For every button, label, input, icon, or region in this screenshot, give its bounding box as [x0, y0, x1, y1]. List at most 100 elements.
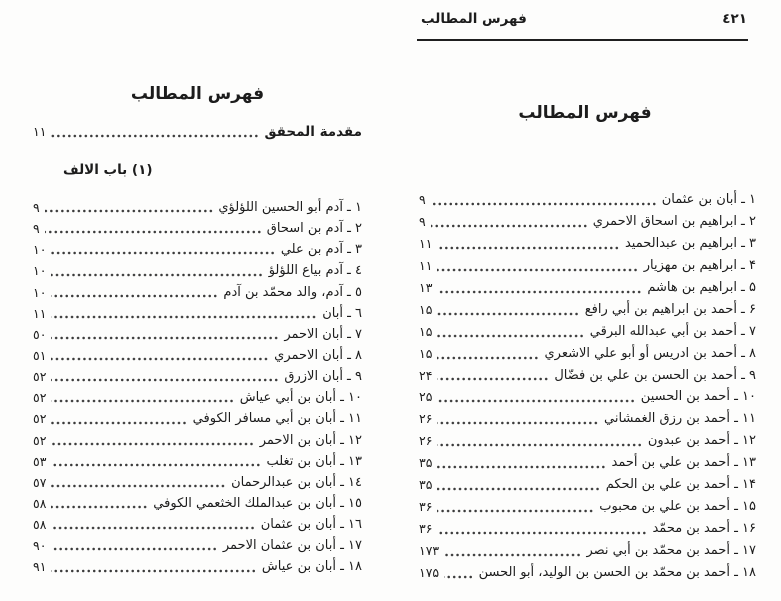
dot-leader [444, 540, 582, 562]
toc-entry: ١٤ ـ أبان بن عبدالرحمان ٥٧ [33, 471, 362, 493]
toc-entry: ١٨ ـ أبان بن عياش ٩١ [33, 556, 362, 578]
running-head-title: فهرس المطالب [421, 11, 527, 27]
dot-leader [437, 364, 550, 387]
dot-leader [51, 260, 264, 282]
header-rule [417, 39, 748, 41]
dot-leader [51, 239, 276, 261]
entry-label: ١١ ـ أحمد بن رزق الغمشاني [604, 411, 756, 427]
entry-label: ١٥ ـ أبان بن عبدالملك الخثعمي الكوفي [153, 495, 362, 511]
entry-label: ٨ ـ أحمد بن ادريس أو أبو علي الاشعري [544, 345, 757, 361]
entry-page-number: ٥٢ [33, 411, 47, 427]
dot-leader [437, 408, 600, 431]
toc-entry: ١١ ـ أحمد بن رزق الغمشاني ٢۶ [419, 408, 756, 431]
entry-page-number: ٥٧ [33, 474, 47, 490]
running-head: ٤٢١ فهرس المطالب [421, 11, 747, 27]
toc-entry: ٧ ـ أبان الاحمر ٥٠ [33, 323, 362, 345]
dot-leader [51, 408, 188, 430]
toc-entry: ۶ ـ أحمد بن ابراهيم بن أبي رافع ١۵ [419, 298, 756, 321]
toc-entry: ١۴ ـ أحمد بن علي بن الحكم ٣۵ [419, 474, 756, 497]
dot-leader [51, 121, 260, 143]
toc-entry: ٩ ـ أحمد بن الحسن بن علي بن فضّال ٢۴ [419, 364, 756, 387]
dot-leader [51, 535, 218, 557]
entry-page-number: ١۵ [419, 301, 433, 317]
entry-page-number: ١٠ [33, 263, 47, 279]
toc-entry: ١٧ ـ أبان بن عثمان الاحمر ٩٠ [33, 535, 362, 557]
dot-leader [51, 450, 262, 472]
entry-page-number: ٥٢ [33, 432, 47, 448]
entry-label: ٨ ـ أبان الاحمري [274, 347, 362, 363]
entry-page-number: ٣۶ [419, 499, 433, 515]
entry-page-number: ٢۶ [419, 411, 433, 427]
toc-entry: ١٨ ـ أحمد بن محمّد بن الحسن بن الوليد، أ… [419, 561, 756, 584]
dot-leader [51, 281, 219, 303]
entry-label: ١ ـ أبان بن عثمان [661, 192, 756, 207]
entry-label: ١۶ ـ أحمد بن محمّد [652, 521, 756, 537]
entry-page-number: ٢۶ [419, 433, 433, 449]
toc-entry: ٢ ـ ابراهيم بن اسحاق الاحمري ٩ [419, 210, 756, 233]
entry-label: ١٣ ـ أبان بن تغلب [266, 453, 362, 469]
entry-page-number: ١۵ [419, 323, 433, 339]
toc-entry: ١۵ ـ أحمد بن علي بن محبوب ٣۶ [419, 496, 756, 519]
entry-page-number: ٥٨ [33, 495, 47, 511]
entry-page-number: ١٣ [419, 279, 433, 295]
toc-entry: ١ ـ أبان بن عثمان ٩ [419, 189, 756, 211]
entry-label: ٩ ـ أحمد بن الحسن بن علي بن فضّال [554, 367, 756, 383]
left-toc-list: ١ ـ آدم أبو الحسين اللؤلؤي ٩ ٢ ـ آدم بن … [33, 197, 362, 578]
intro-entry-label: مقدمة المحقق [264, 124, 362, 140]
entry-label: ۶ ـ أحمد بن ابراهيم بن أبي رافع [584, 301, 756, 317]
entry-label: ۴ ـ ابراهيم بن مهزيار [643, 257, 756, 273]
dot-leader [437, 430, 643, 453]
entry-page-number: ٢۴ [419, 367, 433, 383]
entry-page-number: ٩١ [33, 559, 47, 575]
dot-leader [51, 556, 257, 578]
toc-entry: ١٣ ـ أحمد بن علي بن أحمد ٣۵ [419, 452, 756, 475]
toc-entry: ٧ ـ أحمد بن أبي عبدالله البرقي ١۵ [419, 320, 756, 343]
entry-label: ١٧ ـ أحمد بن محمّد بن أبي نصر [586, 543, 756, 558]
entry-page-number: ٣۵ [419, 477, 433, 493]
toc-entry: ١ ـ آدم أبو الحسين اللؤلؤي ٩ [33, 197, 362, 219]
toc-entry: ٣ ـ آدم بن علي ١٠ [33, 239, 362, 261]
dot-leader [51, 492, 149, 515]
dot-leader [51, 344, 270, 367]
entry-page-number: ١۵ [419, 345, 433, 361]
dot-leader [437, 232, 620, 255]
dot-leader [437, 298, 580, 321]
folio-number: ٤٢١ [722, 11, 747, 27]
section-heading: (١) باب الالف [33, 162, 362, 178]
section-heading-label: (١) باب الالف [63, 162, 153, 178]
entry-label: ٣ ـ ابراهيم بن عبدالحميد [624, 235, 756, 251]
entry-page-number: ٩٠ [33, 538, 47, 554]
toc-entry: ١٦ ـ أبان بن عثمان ٥٨ [33, 514, 362, 536]
left-page-title: فهرس المطالب [130, 84, 265, 104]
entry-page-number: ١٧٣ [419, 543, 440, 558]
entry-label: ٢ ـ ابراهيم بن اسحاق الاحمري [592, 213, 756, 229]
entry-page-number: ٩ [419, 213, 426, 229]
toc-entry: ١٠ ـ أبان بن أبي عياش ٥٢ [33, 387, 362, 409]
entry-label: ٢ ـ آدم بن اسحاق [266, 221, 362, 237]
entry-label: ١٢ ـ أبان بن الاحمر [259, 432, 362, 448]
dot-leader [51, 429, 255, 451]
dot-leader [437, 474, 601, 497]
dot-leader [437, 320, 585, 343]
toc-entry: ٨ ـ أحمد بن ادريس أو أبو علي الاشعري ١۵ [419, 342, 757, 365]
toc-entry: ١٠ ـ أحمد بن الحسين ٢۵ [419, 386, 756, 409]
entry-page-number: ٥٠ [33, 326, 47, 342]
entry-label: ١٨ ـ أحمد بن محمّد بن الحسن بن الوليد، أ… [478, 564, 756, 580]
entry-page-number: ٥٢ [33, 369, 47, 385]
entry-label: ١٦ ـ أبان بن عثمان [260, 517, 362, 533]
dot-leader [51, 302, 318, 324]
entry-page-number: ١١ [419, 257, 433, 273]
dot-leader [430, 210, 588, 233]
dot-leader [51, 514, 256, 536]
entry-label: ٥ ـ آدم، والد محمّد بن آدم [223, 284, 362, 300]
entry-label: ٧ ـ أبان الاحمر [284, 326, 362, 342]
dot-leader [437, 342, 540, 365]
toc-entry: ٢ ـ آدم بن اسحاق ٩ [33, 218, 362, 240]
dot-leader [437, 452, 607, 475]
dot-leader [437, 496, 595, 519]
toc-entry: ٣ ـ ابراهيم بن عبدالحميد ١١ [419, 232, 756, 255]
entry-page-number: ٣۵ [419, 455, 433, 471]
dot-leader [437, 276, 643, 299]
dot-leader [44, 197, 214, 219]
